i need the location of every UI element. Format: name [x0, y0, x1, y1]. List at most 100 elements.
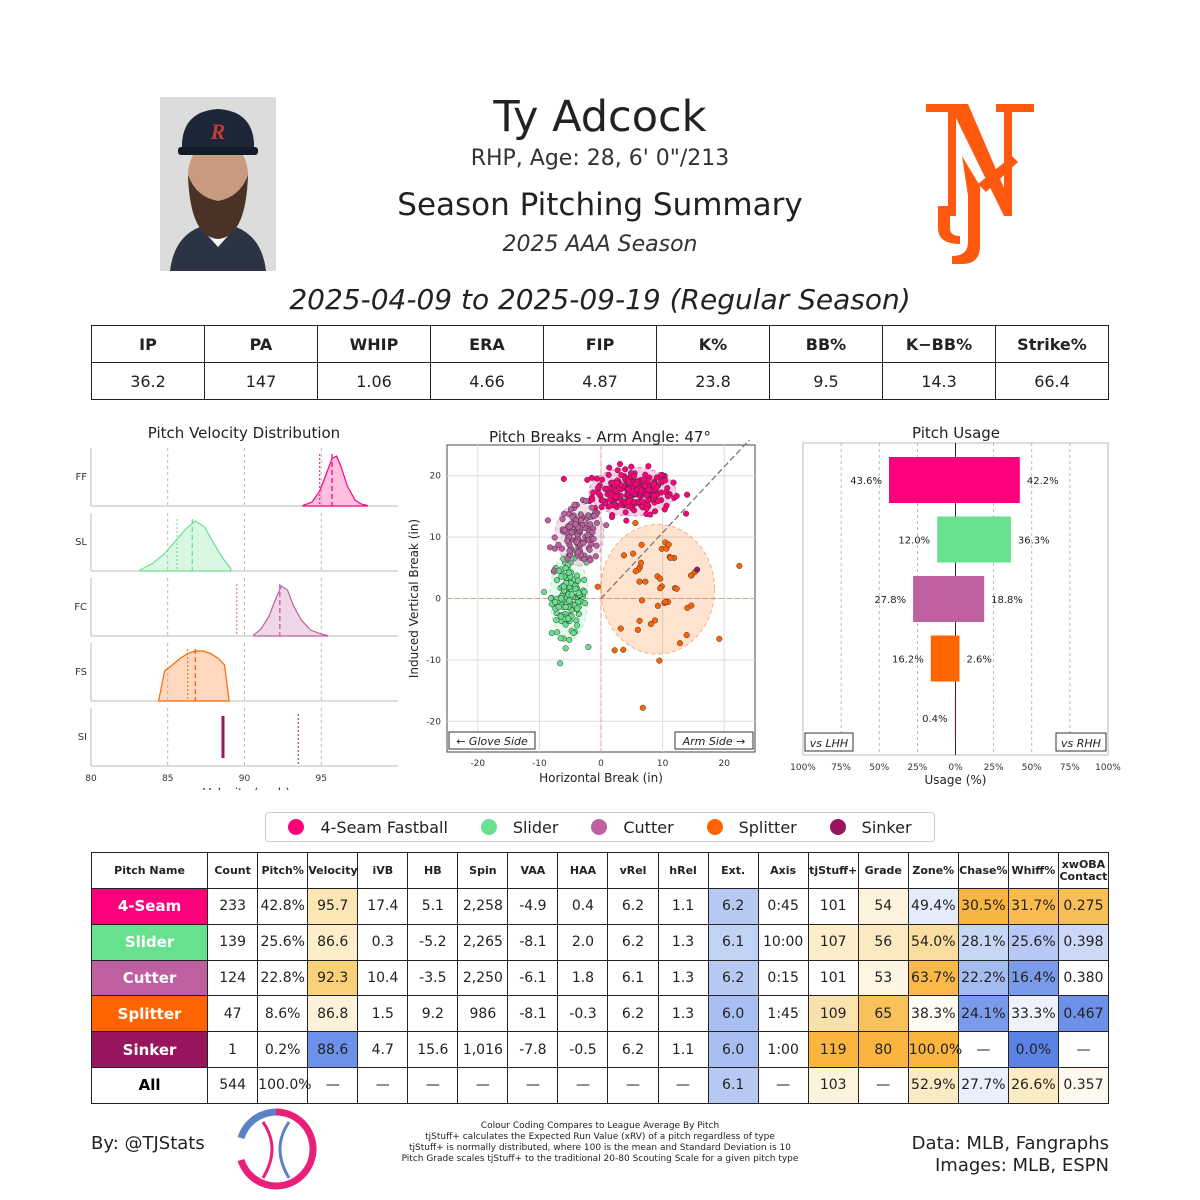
break-point [551, 567, 558, 574]
pitch-table-cell: 101 [807, 888, 859, 925]
summary-value-cell: 36.2 [91, 362, 205, 400]
velocity-row-label: FS [75, 667, 87, 678]
pitch-table-cell: 53 [857, 959, 909, 997]
summary-header-cell: PA [204, 325, 318, 363]
svg-text:vs LHH: vs LHH [810, 737, 848, 750]
pitch-table-cell: 2,258 [457, 888, 509, 925]
pitch-table-cell: 6.2 [607, 995, 659, 1033]
break-point [551, 545, 558, 552]
summary-header-cell: WHIP [317, 325, 431, 363]
break-point [628, 463, 635, 470]
break-point [625, 498, 632, 505]
pitch-table-cell: 1.3 [657, 959, 709, 997]
pitch-table-cell: 16.4% [1007, 959, 1059, 997]
usage-bar-rhh [955, 635, 960, 682]
pitch-table-cell: 100.0% [907, 1031, 962, 1068]
usage-x-tick: 75% [1060, 763, 1080, 773]
pitch-table-cell: 86.8 [307, 995, 359, 1033]
summary-header-cell: BB% [769, 325, 883, 363]
pitch-table-cell: 10.4 [357, 959, 409, 997]
summary-header-cell: K−BB% [882, 325, 996, 363]
pitch-table-col-header: xwOBA Contact [1057, 852, 1110, 889]
pitch-table-col-header: Velocity [307, 852, 359, 889]
pitch-table-col-header: vRel [607, 852, 659, 889]
svg-text:vs RHH: vs RHH [1061, 737, 1101, 750]
svg-text:Arm Side →: Arm Side → [682, 735, 746, 748]
break-point [662, 598, 669, 606]
legend-label: Sinker [861, 817, 912, 837]
break-point [630, 550, 637, 557]
pitch-table-cell: 1.1 [657, 888, 709, 925]
velocity-x-tick: 80 [85, 774, 97, 784]
pitch-table-cell: 0:15 [757, 959, 809, 997]
break-point [665, 541, 672, 548]
break-point [688, 572, 695, 579]
break-point [561, 527, 568, 534]
legend-label: Splitter [738, 817, 797, 837]
pitch-table-cell: 0.0% [1007, 1031, 1059, 1068]
break-point [572, 585, 579, 592]
break-point [614, 467, 621, 474]
break-point [639, 498, 646, 505]
break-point [574, 549, 581, 556]
pitch-table-cell: 103 [807, 1066, 859, 1104]
pitch-table-cell: 4.7 [357, 1031, 409, 1068]
break-point [605, 471, 612, 478]
break-point [565, 569, 573, 576]
break-point [568, 591, 575, 598]
usage-row-slider: 12.0% 36.3% [898, 516, 1050, 563]
pitch-metrics-table: Pitch Name Count Pitch% Velocity iVB HB Spin VA… [90, 852, 1110, 1104]
pitch-name-cell: Sinker [90, 1031, 209, 1068]
usage-x-label: Usage (%) [925, 773, 987, 787]
pitch-table-cell: 2,265 [457, 923, 509, 961]
break-point [638, 597, 646, 604]
arm-side-label: Arm Side → [674, 731, 754, 750]
summary-header-cell: K% [656, 325, 770, 363]
break-point [643, 492, 650, 499]
break-point [568, 529, 575, 536]
break-point [645, 486, 652, 493]
pitch-table-cell: 86.6 [307, 923, 359, 961]
pitch-table-cell: — [607, 1066, 659, 1104]
pitch-table-col-header: HAA [557, 852, 609, 889]
pitch-table-cell: 100.0% [257, 1066, 312, 1104]
usage-row-4-seam-fastball: 43.6% 42.2% [850, 457, 1059, 503]
break-point [673, 492, 680, 500]
break-point [594, 583, 601, 590]
pitch-table-cell: 6.1 [707, 923, 759, 961]
break-point [592, 553, 599, 560]
summary-value-cell: 147 [204, 362, 318, 400]
break-point [656, 657, 663, 664]
pitch-table-cell: 1.3 [657, 923, 709, 961]
pitch-table-cell: 10:00 [757, 923, 809, 961]
pitch-table-cell: — [1057, 1031, 1110, 1068]
break-point [558, 545, 565, 552]
legend-marker [706, 819, 723, 835]
break-point [612, 493, 619, 501]
usage-chart-title: Pitch Usage [911, 424, 1001, 442]
footnote-line: Colour Coding Compares to League Average… [480, 1121, 720, 1131]
break-point [622, 466, 629, 473]
summary-value-cell: 4.66 [430, 362, 544, 400]
break-point [562, 603, 569, 611]
player-photo: R [160, 97, 276, 271]
break-point [593, 475, 600, 482]
pitch-table-col-header: Grade [857, 852, 909, 889]
summary-value-cell: 23.8 [656, 362, 770, 400]
pitch-table-row: Splitter 47 8.6% 86.8 1.5 9.2 986 -8.1 -0.3 6.2 1.… [90, 995, 1110, 1033]
data-sources: Data: MLB, Fangraphs Images: MLB, ESPN [912, 1133, 1109, 1177]
break-point [657, 585, 664, 592]
break-point [639, 704, 646, 711]
pitch-table-cell: 49.4% [907, 888, 959, 925]
pitch-table-cell: 33.3% [1007, 995, 1059, 1033]
arm-angle-line [600, 440, 751, 599]
break-point [602, 485, 609, 492]
pitch-table-cell: — [657, 1066, 709, 1104]
break-series-4-seam-fastball [560, 460, 691, 524]
break-point [562, 645, 569, 652]
summary-header-row: IP PA WHIP ERA FIP K% BB% K−BB% Strike% [91, 325, 1109, 363]
break-point [667, 554, 674, 561]
break-point [540, 588, 548, 596]
pitch-table-cell: 233 [207, 888, 259, 925]
break-point [650, 492, 657, 499]
